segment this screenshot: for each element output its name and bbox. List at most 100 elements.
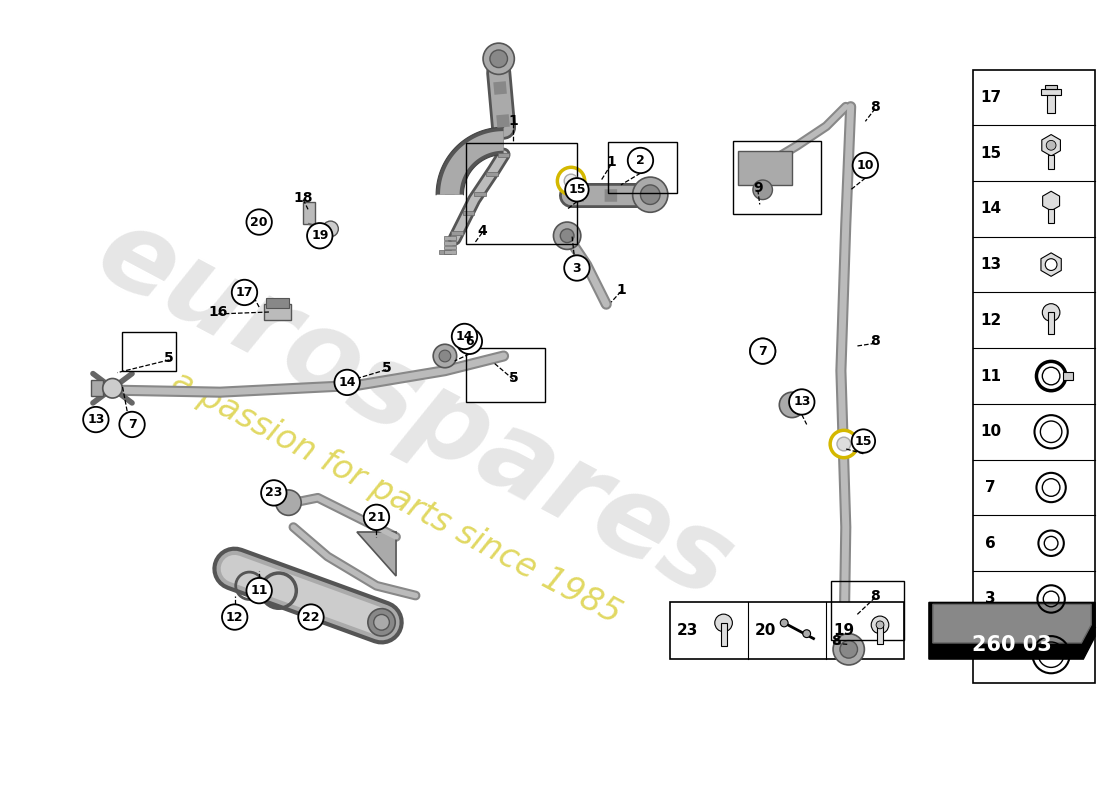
Polygon shape	[436, 127, 504, 194]
Polygon shape	[444, 136, 504, 194]
Circle shape	[564, 174, 578, 188]
Polygon shape	[928, 602, 1096, 659]
Text: 7: 7	[986, 480, 996, 495]
Circle shape	[565, 178, 588, 202]
Text: 5: 5	[382, 361, 392, 374]
Text: 14: 14	[980, 202, 1001, 216]
Circle shape	[779, 392, 805, 418]
Circle shape	[558, 167, 585, 194]
Text: 23: 23	[676, 623, 698, 638]
Text: 15: 15	[569, 183, 585, 196]
Polygon shape	[933, 604, 1091, 643]
Text: 20: 20	[251, 215, 268, 229]
Text: 13: 13	[87, 413, 104, 426]
Text: 4: 4	[477, 224, 487, 238]
Bar	[972, 70, 1096, 682]
Circle shape	[490, 50, 507, 67]
Text: 1: 1	[606, 155, 616, 170]
Circle shape	[367, 609, 395, 636]
Circle shape	[640, 185, 660, 205]
Circle shape	[119, 412, 145, 437]
Circle shape	[780, 619, 788, 627]
Text: 8: 8	[870, 100, 880, 114]
Bar	[474, 192, 486, 196]
Circle shape	[222, 604, 248, 630]
Text: 260 03: 260 03	[972, 635, 1052, 655]
Circle shape	[456, 329, 482, 354]
Bar	[720, 623, 726, 646]
Text: 6: 6	[465, 335, 474, 348]
Text: a passion for parts since 1985: a passion for parts since 1985	[166, 365, 626, 630]
Text: 17: 17	[980, 90, 1001, 105]
Text: 14: 14	[455, 330, 473, 343]
Text: 19: 19	[834, 623, 855, 638]
Bar	[91, 381, 102, 396]
Text: 19: 19	[311, 230, 329, 242]
Bar	[497, 153, 509, 157]
Text: 17: 17	[235, 286, 253, 299]
Text: 18: 18	[294, 190, 312, 205]
Bar	[832, 581, 904, 639]
Bar	[444, 241, 455, 245]
Circle shape	[833, 634, 865, 665]
Bar	[608, 142, 676, 193]
Circle shape	[871, 616, 889, 634]
Text: 15: 15	[855, 434, 872, 447]
Circle shape	[298, 604, 323, 630]
Circle shape	[876, 621, 884, 629]
Text: 16: 16	[208, 305, 228, 319]
Bar	[466, 348, 544, 402]
Bar	[734, 141, 822, 214]
Text: 12: 12	[226, 610, 243, 623]
Circle shape	[102, 378, 122, 398]
Circle shape	[433, 344, 456, 368]
Circle shape	[336, 370, 359, 394]
Circle shape	[750, 338, 776, 364]
Circle shape	[837, 437, 850, 451]
Polygon shape	[440, 131, 504, 194]
Circle shape	[830, 430, 858, 458]
Circle shape	[483, 43, 515, 74]
Text: 9: 9	[754, 181, 762, 195]
Bar	[444, 250, 455, 254]
Polygon shape	[356, 532, 396, 576]
Bar	[444, 246, 455, 250]
Circle shape	[364, 505, 389, 530]
Bar	[439, 250, 451, 254]
Circle shape	[374, 614, 389, 630]
Text: 10: 10	[857, 159, 874, 172]
Text: 21: 21	[367, 511, 385, 524]
Text: 2: 2	[986, 647, 996, 662]
Polygon shape	[1043, 191, 1059, 211]
Text: 7: 7	[758, 345, 767, 358]
Bar	[466, 143, 576, 243]
Circle shape	[840, 641, 858, 658]
Circle shape	[1043, 304, 1060, 322]
Circle shape	[84, 407, 109, 432]
Text: 14: 14	[339, 376, 356, 389]
Circle shape	[307, 223, 332, 249]
Circle shape	[246, 210, 272, 234]
Bar	[1048, 155, 1054, 169]
Text: 11: 11	[980, 369, 1001, 383]
Text: 12: 12	[980, 313, 1001, 328]
Circle shape	[246, 578, 272, 603]
Circle shape	[803, 630, 811, 638]
Bar	[304, 202, 315, 224]
Text: 7: 7	[128, 418, 136, 431]
Text: 5: 5	[164, 351, 174, 365]
Bar	[122, 331, 176, 370]
Bar	[877, 625, 883, 645]
Circle shape	[439, 350, 451, 362]
Circle shape	[341, 377, 353, 388]
Circle shape	[334, 370, 360, 395]
Bar	[1045, 85, 1057, 89]
Bar	[1047, 95, 1055, 113]
Bar	[462, 211, 474, 215]
Text: 10: 10	[980, 424, 1001, 439]
Bar	[1063, 372, 1072, 380]
Text: 20: 20	[755, 623, 777, 638]
Circle shape	[322, 221, 339, 237]
Bar	[738, 150, 792, 185]
Circle shape	[276, 490, 301, 515]
